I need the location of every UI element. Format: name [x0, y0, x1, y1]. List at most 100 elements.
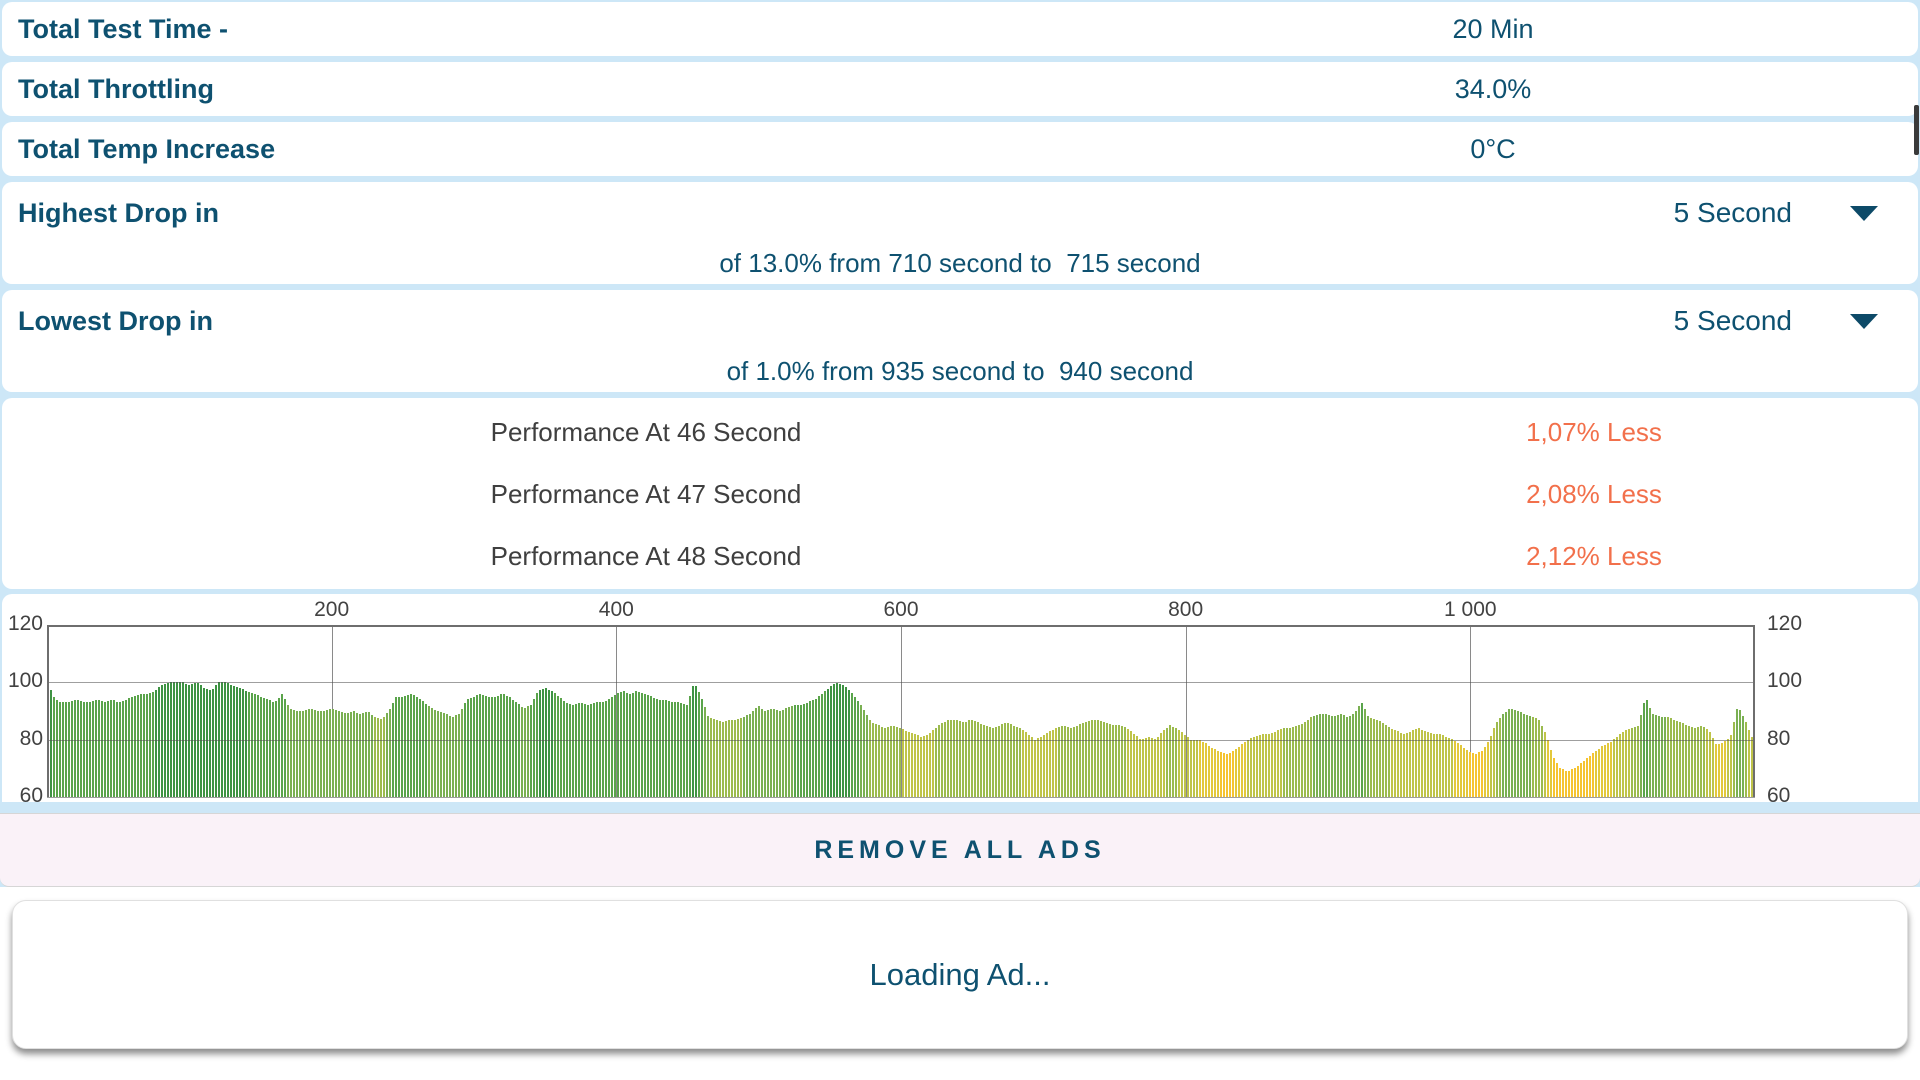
chart-bar — [644, 694, 646, 797]
chart-bar — [83, 702, 85, 797]
chart-bar — [374, 716, 376, 797]
chart-bar — [872, 723, 874, 797]
chart-bar — [122, 700, 124, 797]
chart-bar — [740, 717, 742, 797]
chart-bar — [68, 702, 70, 797]
lowest-drop-interval-spinner[interactable]: 5 Second — [1674, 305, 1918, 337]
chart-bar — [1142, 739, 1144, 797]
y-axis-label: 120 — [1767, 612, 1803, 635]
spinner-selected-value[interactable]: 5 Second — [1673, 305, 1792, 336]
x-axis-label: 800 — [1168, 598, 1204, 621]
chart-bar — [1226, 753, 1228, 797]
chart-bar — [1133, 733, 1135, 797]
chart-bar — [260, 696, 262, 797]
stat-row-total-test-time: Total Test Time - 20 Min — [2, 2, 1918, 56]
chart-bar — [752, 711, 754, 797]
chevron-down-icon[interactable] — [1850, 205, 1878, 221]
x-gridline — [901, 625, 902, 797]
chart-bar — [50, 689, 52, 797]
chart-bar — [728, 719, 730, 797]
chart-bar — [410, 694, 412, 797]
y-axis-label: 120 — [7, 612, 43, 635]
chevron-down-icon[interactable] — [1850, 313, 1878, 329]
chart-bar — [1385, 725, 1387, 797]
chart-bar — [1163, 730, 1165, 797]
chart-bar — [329, 708, 331, 797]
chart-bar — [1085, 721, 1087, 797]
chart-bar — [1601, 746, 1603, 797]
chart-bar — [416, 696, 418, 797]
chart-bar — [443, 713, 445, 797]
chart-bar — [1265, 733, 1267, 797]
chart-bar — [494, 696, 496, 797]
chart-bar — [1070, 727, 1072, 797]
chart-bar — [800, 705, 802, 797]
y-axis-label: 60 — [1767, 784, 1791, 807]
scrollbar-thumb[interactable] — [1914, 105, 1919, 155]
chart-bar — [350, 711, 352, 797]
stat-value: 0°C — [1470, 133, 1516, 164]
chart-bar — [1580, 763, 1582, 797]
chart-bar — [1541, 725, 1543, 797]
chart-bar — [932, 730, 934, 797]
chart-bar — [545, 688, 547, 797]
chart-bar — [1049, 730, 1051, 797]
chart-bar — [371, 714, 373, 797]
chart-bar — [284, 699, 286, 797]
x-axis-label: 600 — [883, 598, 919, 621]
chart-bar — [812, 700, 814, 797]
chart-bar — [176, 682, 178, 797]
chart-bar — [1649, 707, 1651, 797]
chart-bar — [185, 683, 187, 797]
chart-bar — [1079, 724, 1081, 797]
chart-bar — [227, 683, 229, 797]
chart-bar — [1316, 714, 1318, 797]
chart-bar — [224, 682, 226, 797]
stat-label: Total Temp Increase — [18, 133, 276, 164]
chart-bar — [770, 708, 772, 797]
chart-bar — [1244, 742, 1246, 797]
chart-bar — [692, 685, 694, 797]
chart-bar — [470, 697, 472, 797]
remove-all-ads-button[interactable]: REMOVE ALL ADS — [0, 813, 1920, 887]
chart-bar — [1643, 702, 1645, 797]
chart-bar — [1337, 714, 1339, 797]
chart-bar — [62, 702, 64, 797]
chart-bar — [173, 682, 175, 797]
chart-bar — [629, 693, 631, 797]
chart-bar — [551, 690, 553, 797]
chart-bar — [1286, 728, 1288, 797]
chart-bar — [875, 724, 877, 797]
highest-drop-interval-spinner[interactable]: 5 Second — [1674, 197, 1918, 229]
chart-bar — [1526, 714, 1528, 797]
chart-bar — [1421, 729, 1423, 797]
chart-bar — [479, 694, 481, 797]
chart-bar — [266, 699, 268, 797]
y-axis-label: 100 — [7, 669, 43, 693]
chart-bar — [1436, 733, 1438, 797]
chart-bar — [344, 713, 346, 797]
chart-bar — [149, 692, 151, 797]
chart-bar — [1151, 738, 1153, 797]
chart-bar — [1187, 737, 1189, 797]
spinner-selected-value[interactable]: 5 Second — [1673, 197, 1792, 228]
chart-bar — [59, 701, 61, 797]
chart-bar — [1529, 715, 1531, 797]
chart-bar — [1721, 743, 1723, 797]
chart-bar — [1427, 732, 1429, 797]
chart-bar — [653, 697, 655, 797]
stat-value: 34.0% — [1454, 73, 1532, 104]
chart-bar — [287, 705, 289, 797]
chart-bar — [893, 725, 895, 797]
chart-bar — [1613, 739, 1615, 797]
chart-bar — [926, 734, 928, 797]
chart-bar — [437, 710, 439, 797]
chart-bar — [203, 687, 205, 797]
chart-bar — [1076, 725, 1078, 797]
chart-bar — [1718, 744, 1720, 797]
chart-bar — [722, 722, 724, 797]
chart-bar — [1097, 719, 1099, 797]
chart-bar — [239, 688, 241, 797]
chart-bar — [161, 685, 163, 797]
